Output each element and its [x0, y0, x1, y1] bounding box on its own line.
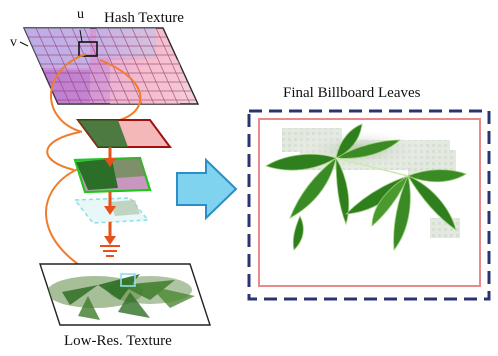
panel-red-leaf [78, 120, 128, 147]
final-billboard-title: Final Billboard Leaves [283, 85, 421, 101]
curve-hash-to-red [50, 53, 87, 133]
hash-cell-highlight [78, 41, 98, 57]
low-res-texture-title: Low-Res. Texture [64, 333, 172, 349]
hash-texture-title: Hash Texture [104, 10, 184, 26]
panel-green-leaf [76, 159, 118, 190]
u-axis-label: u [77, 7, 84, 22]
final-billboard-panel [247, 109, 491, 301]
low-res-texture [39, 263, 211, 326]
hash-texture-grid [19, 27, 200, 105]
low-res-leaves [47, 274, 195, 320]
ground-symbol-icon [100, 245, 120, 257]
curve-red-to-green [46, 131, 81, 171]
big-right-arrow-icon [176, 157, 238, 221]
final-dashed-frame [247, 109, 491, 301]
curve-hash-right [99, 59, 142, 121]
billboard-leaves [265, 123, 467, 252]
flow-arrows [100, 147, 120, 257]
v-axis-label: v [10, 35, 17, 50]
u-axis-tick [79, 29, 83, 43]
low-res-cell-highlight [120, 273, 136, 287]
v-axis-tick [19, 41, 29, 47]
layer-stack [73, 119, 172, 224]
